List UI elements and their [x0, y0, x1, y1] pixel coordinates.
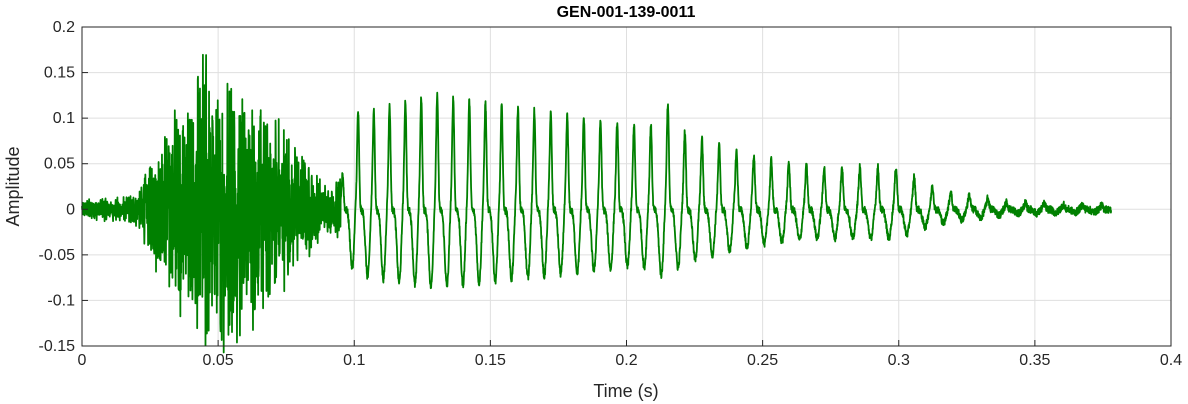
x-tick-label: 0.15	[475, 352, 506, 369]
y-tick-label: -0.15	[39, 338, 76, 355]
x-tick-label: 0.35	[1019, 352, 1050, 369]
plot-area	[81, 53, 1113, 354]
y-axis-label: Amplitude	[3, 146, 23, 226]
y-tick-label: -0.05	[39, 247, 76, 264]
x-tick-label: 0.4	[1160, 352, 1182, 369]
chart-title: GEN-001-139-0011	[557, 4, 696, 21]
y-tick-label: 0	[66, 201, 75, 218]
x-tick-label: 0.05	[203, 352, 234, 369]
y-tick-label: 0.15	[44, 65, 75, 82]
x-tick-label: 0.1	[343, 352, 365, 369]
y-tick-label: 0.05	[44, 156, 75, 173]
x-tick-label: 0	[78, 352, 87, 369]
x-tick-label: 0.3	[888, 352, 910, 369]
tick-labels: 0 0.05 0.1 0.15 0.2 0.25 0.3 0.35 0.4 0.2 0.15 0.1 0…	[39, 19, 1183, 369]
y-tick-label: 0.1	[53, 110, 75, 127]
x-tick-label: 0.2	[615, 352, 637, 369]
waveform-series-line	[81, 53, 1113, 354]
x-tick-label: 0.25	[747, 352, 778, 369]
y-tick-label: -0.1	[47, 292, 75, 309]
y-tick-label: 0.2	[53, 19, 75, 36]
x-axis-label: Time (s)	[593, 381, 658, 401]
